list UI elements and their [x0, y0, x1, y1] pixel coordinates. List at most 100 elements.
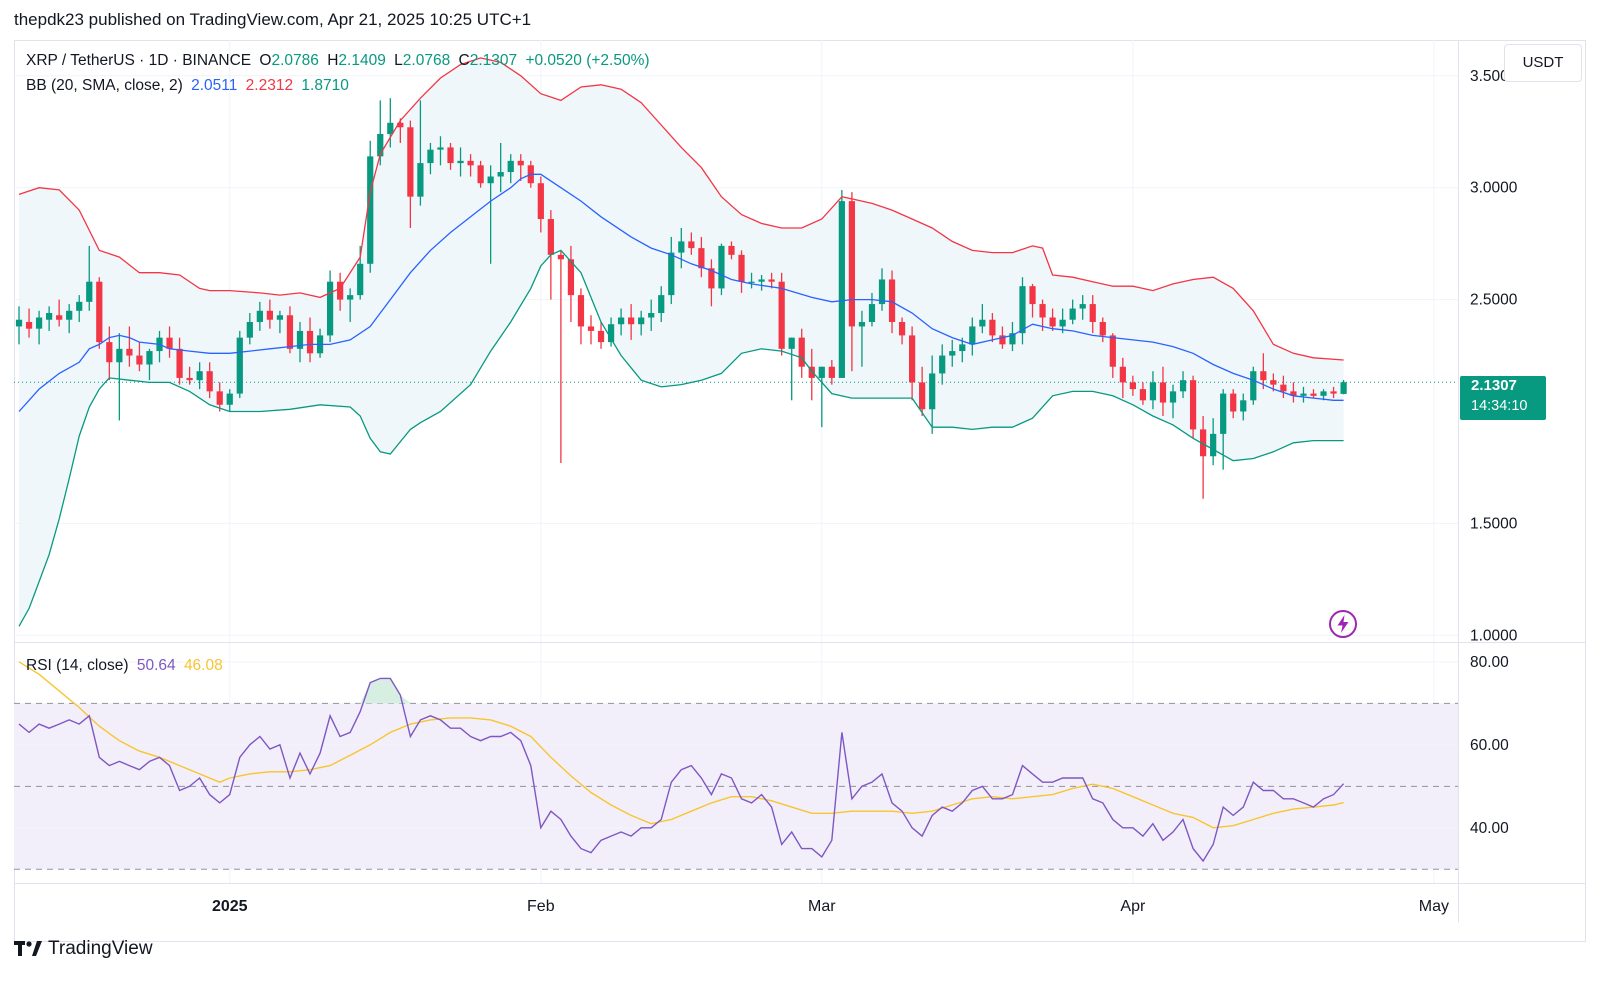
- candle-body: [1179, 380, 1187, 392]
- candle-down: [517, 154, 524, 181]
- candle-down: [728, 241, 735, 260]
- candle-up: [326, 270, 334, 343]
- candle-body: [878, 279, 886, 305]
- candle-body: [1079, 304, 1086, 309]
- candle-body: [176, 348, 183, 378]
- rsi-ma-line: [18, 661, 1344, 829]
- symbol-name[interactable]: XRP / TetherUS · 1D · BINANCE: [26, 52, 252, 69]
- candle-body: [1139, 389, 1147, 401]
- candle-body: [1300, 393, 1307, 396]
- candle-body: [1270, 380, 1277, 385]
- rsi-legend[interactable]: RSI (14, close) 50.64 46.08: [26, 657, 227, 675]
- bb-basis-value: 2.0511: [191, 77, 238, 94]
- candle-up: [868, 292, 876, 327]
- time-tick-label: Mar: [808, 898, 836, 915]
- candle-body: [286, 315, 294, 349]
- candle-body: [226, 393, 233, 405]
- publish-header: thepdk23 published on TradingView.com, A…: [14, 10, 532, 29]
- candle-body: [1210, 433, 1217, 457]
- lightning-icon[interactable]: [1328, 609, 1358, 639]
- rsi-tick-label: 80.00: [1470, 654, 1509, 671]
- brand-footer[interactable]: TradingView: [14, 938, 153, 960]
- candle-up: [427, 142, 434, 175]
- candle-body: [116, 348, 123, 363]
- candle-up: [1300, 386, 1307, 403]
- candle-down: [567, 245, 575, 322]
- candle-up: [86, 245, 93, 311]
- candle-body: [818, 366, 825, 378]
- candle-up: [838, 189, 845, 378]
- candle-down: [96, 277, 103, 349]
- candle-body: [166, 337, 173, 349]
- candle-down: [1230, 389, 1237, 419]
- currency-button[interactable]: USDT: [1504, 44, 1582, 82]
- candle-body: [858, 321, 866, 327]
- candle-body: [547, 219, 554, 255]
- candle-body: [367, 156, 374, 264]
- bb-label[interactable]: BB (20, SMA, close, 2): [26, 77, 183, 94]
- candle-up: [1149, 371, 1157, 410]
- candle-body: [908, 335, 916, 383]
- candle-down: [477, 160, 484, 188]
- candle-body: [1159, 382, 1167, 403]
- change-value: +0.0520 (+2.50%): [525, 52, 650, 69]
- rsi-tick-label: 40.00: [1470, 820, 1509, 837]
- candle-body: [457, 160, 464, 164]
- candle-up: [146, 348, 153, 381]
- last-price-value: 2.1307: [1471, 377, 1517, 394]
- candle-body: [648, 313, 655, 318]
- bb-lower-line: [18, 249, 1344, 627]
- rsi-value: 50.64: [136, 657, 176, 674]
- candle-body: [788, 337, 795, 349]
- candle-body: [658, 295, 665, 314]
- candle-body: [246, 321, 253, 338]
- candle-down: [1049, 308, 1056, 331]
- price-tick-label: 3.0000: [1470, 180, 1518, 197]
- candle-down: [176, 337, 183, 385]
- candle-body: [688, 241, 695, 249]
- candle-body: [507, 160, 514, 173]
- candle-up: [1340, 379, 1347, 395]
- candle-up: [617, 308, 625, 336]
- candle-body: [838, 201, 845, 378]
- candle-down: [537, 176, 544, 233]
- candle-up: [607, 317, 615, 347]
- candle-body: [1019, 286, 1026, 334]
- candle-body: [25, 321, 33, 329]
- candle-down: [1270, 373, 1277, 392]
- candle-up: [457, 147, 464, 177]
- candle-body: [377, 133, 384, 157]
- candle-body: [668, 252, 675, 296]
- candle-down: [206, 362, 213, 399]
- candle-body: [1200, 429, 1207, 457]
- candle-body: [848, 201, 856, 327]
- candle-up: [497, 142, 504, 193]
- candle-up: [878, 268, 886, 311]
- candle-up: [15, 306, 23, 345]
- candle-body: [778, 281, 785, 349]
- candle-body: [979, 319, 986, 327]
- candle-up: [668, 236, 675, 305]
- candle-body: [728, 245, 735, 255]
- candle-up: [116, 333, 123, 421]
- candle-body: [1049, 317, 1056, 327]
- symbol-legend[interactable]: XRP / TetherUS · 1D · BINANCE O2.0786 H2…: [26, 52, 654, 70]
- candle-up: [939, 344, 946, 385]
- time-tick-label: Feb: [527, 898, 555, 915]
- candle-body: [1230, 393, 1237, 412]
- candle-down: [1260, 353, 1267, 390]
- candle-down: [587, 315, 595, 345]
- candle-body: [216, 391, 223, 405]
- candle-down: [1099, 317, 1106, 343]
- candle-body: [607, 324, 615, 343]
- candle-down: [778, 272, 785, 356]
- candle-body: [567, 259, 575, 296]
- last-price-label: 2.1307 14:34:10: [1460, 376, 1546, 420]
- tradingview-logo-icon: [14, 941, 42, 956]
- rsi-label[interactable]: RSI (14, close): [26, 657, 129, 674]
- candle-down: [1089, 295, 1096, 334]
- bb-legend[interactable]: BB (20, SMA, close, 2) 2.0511 2.2312 1.8…: [26, 77, 353, 95]
- candle-up: [648, 299, 655, 331]
- candle-body: [1220, 393, 1227, 434]
